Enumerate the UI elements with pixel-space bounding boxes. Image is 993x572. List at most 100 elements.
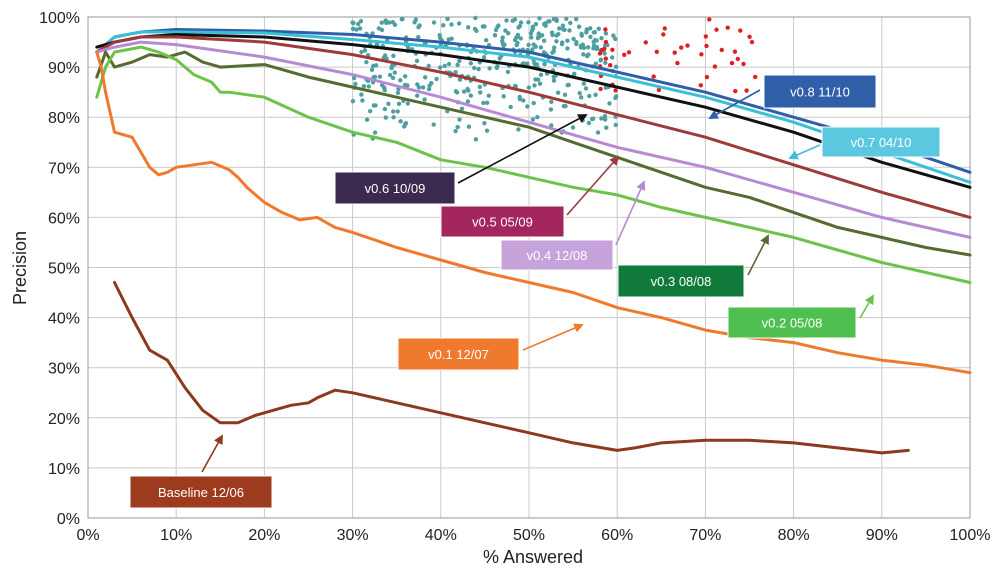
- scatter-point-red: [712, 64, 718, 69]
- scatter-point-teal: [530, 117, 536, 122]
- scatter-point-teal: [413, 17, 418, 22]
- x-tick-label: 90%: [866, 527, 898, 544]
- y-tick-label: 60%: [48, 210, 80, 227]
- y-tick-label: 40%: [48, 311, 80, 328]
- scatter-point-teal: [579, 31, 584, 37]
- series-label: v0.6 10/09: [365, 181, 426, 196]
- scatter-point-teal: [370, 31, 375, 36]
- scatter-point-teal: [414, 58, 420, 64]
- scatter-point-teal: [529, 28, 535, 33]
- scatter-point-teal: [607, 101, 612, 106]
- y-tick-label: 70%: [48, 160, 80, 177]
- scatter-point-teal: [603, 117, 608, 122]
- scatter-point-teal: [586, 120, 592, 126]
- scatter-point-teal: [517, 94, 522, 100]
- series-label: v0.2 05/08: [762, 316, 823, 331]
- scatter-point-teal: [593, 92, 598, 98]
- scatter-point-teal: [495, 63, 500, 69]
- scatter-point-teal: [599, 36, 604, 41]
- scatter-point-teal: [516, 25, 521, 30]
- y-tick-label: 20%: [48, 411, 80, 428]
- scatter-point-teal: [613, 95, 618, 101]
- plot-frame: [87, 16, 971, 519]
- y-axis-title: Precision: [10, 231, 30, 305]
- scatter-point-teal: [453, 70, 458, 75]
- scatter-point-teal: [441, 23, 446, 28]
- scatter-point-teal: [449, 22, 454, 27]
- scatter-point-teal: [364, 60, 369, 65]
- scatter-point-teal: [426, 63, 431, 69]
- scatter-point-teal: [551, 74, 556, 80]
- scatter-point-teal: [542, 61, 547, 67]
- series-lines: [95, 28, 972, 455]
- callout-arrow: [201, 434, 223, 473]
- scatter-point-teal: [588, 34, 593, 40]
- scatter-point-red: [741, 61, 746, 67]
- scatter-point-teal: [549, 99, 554, 105]
- scatter-point-red: [643, 40, 648, 45]
- scatter-point-teal: [369, 67, 375, 73]
- scatter-point-teal: [508, 104, 513, 110]
- scatter-point-red: [738, 28, 743, 33]
- scatter-point-teal: [391, 115, 396, 120]
- scatter-point-teal: [505, 69, 511, 75]
- scatter-point-red: [703, 34, 708, 39]
- scatter-point-teal: [551, 48, 556, 54]
- y-tick-label: 100%: [39, 10, 80, 27]
- scatter-point-teal: [431, 20, 437, 25]
- scatter-point-teal: [416, 34, 421, 40]
- scatter-point-red: [725, 25, 730, 30]
- y-tick-label: 80%: [48, 110, 80, 127]
- scatter-point-teal: [403, 74, 408, 79]
- callout-arrow: [522, 323, 584, 351]
- scatter-point-teal: [531, 100, 536, 106]
- x-tick-label: 50%: [513, 527, 545, 544]
- scatter-point-red: [622, 52, 627, 57]
- x-tick-label: 30%: [337, 527, 369, 544]
- scatter-point-teal: [457, 77, 463, 82]
- scatter-point-teal: [565, 83, 570, 88]
- x-tick-label: 70%: [689, 527, 721, 544]
- scatter-point-red: [654, 49, 659, 54]
- scatter-point-teal: [485, 100, 490, 106]
- scatter-point-teal: [426, 86, 432, 92]
- scatter-point-teal: [535, 77, 541, 82]
- scatter-point-teal: [383, 115, 388, 120]
- scatter-point-teal: [473, 137, 479, 142]
- callout-box: [727, 306, 857, 339]
- scatter-point-teal: [530, 47, 535, 52]
- scatter-point-red: [656, 87, 662, 93]
- scatter-point-teal: [389, 63, 395, 69]
- scatter-point-red: [661, 32, 666, 37]
- scatter-point-teal: [565, 46, 570, 51]
- scatter-point-teal: [501, 94, 506, 99]
- scatter-point-red: [744, 88, 749, 93]
- scatter-point-teal: [514, 35, 519, 40]
- scatter-point-teal: [453, 89, 459, 94]
- scatter-point-teal: [391, 53, 396, 58]
- scatter-point-teal: [486, 93, 491, 98]
- scatter-point-teal: [551, 78, 557, 83]
- scatter-point-teal: [351, 20, 356, 26]
- callout-box: [617, 264, 745, 298]
- scatter-point-teal: [577, 91, 582, 96]
- scatter-point-teal: [358, 19, 364, 24]
- series-line: [95, 35, 972, 219]
- scatter-point-teal: [592, 30, 597, 35]
- scatter-point-teal: [549, 123, 554, 128]
- scatter-point-teal: [481, 100, 486, 106]
- series-label: v0.7 04/10: [851, 135, 912, 150]
- scatter-point-teal: [581, 81, 586, 86]
- scatter-point-red: [603, 27, 608, 32]
- callout-arrow: [615, 180, 646, 246]
- scatter-point-red: [735, 56, 740, 62]
- callout-arrow: [457, 114, 588, 184]
- scatter-point-teal: [431, 122, 436, 127]
- scatter-point-teal: [456, 21, 462, 26]
- series-line: [95, 45, 972, 284]
- scatter-point-teal: [503, 28, 508, 33]
- scatter-point-teal: [576, 24, 582, 29]
- scatter-point-teal: [598, 57, 604, 62]
- scatter-point-teal: [473, 15, 478, 21]
- scatter-point-teal: [497, 56, 502, 61]
